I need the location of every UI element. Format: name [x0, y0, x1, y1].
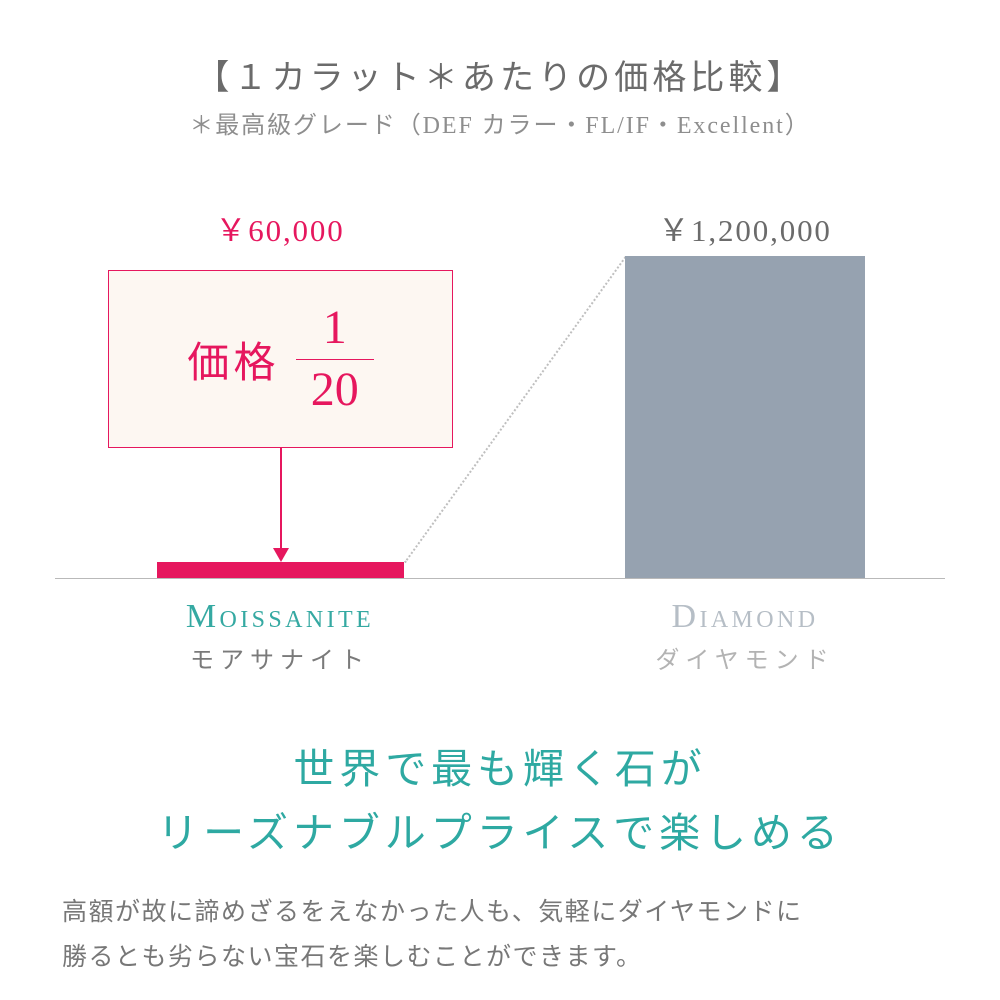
infographic-root: 【１カラット＊あたりの価格比較】 ＊最高級グレード（DEF カラー・FL/IF・…: [0, 0, 1000, 1000]
ratio-numerator: 1: [323, 302, 347, 355]
body-line1: 高額が故に諦めざるをえなかった人も、気軽にダイヤモンドに: [62, 899, 803, 926]
ratio-fraction-bar: [296, 359, 374, 360]
page-title: 【１カラット＊あたりの価格比較】: [0, 50, 1000, 99]
tagline: 世界で最も輝く石が リーズナブルプライスで楽しめる: [0, 738, 1000, 865]
diamond-bar: [625, 256, 865, 578]
moissanite-bar: [157, 562, 404, 578]
moissanite-price-label: ￥60,000: [130, 205, 430, 250]
ratio-fraction: 1 20: [296, 302, 374, 417]
ratio-denominator: 20: [311, 364, 359, 417]
tagline-line1: 世界で最も輝く石が: [293, 746, 706, 792]
price-ratio-box: 価格 1 20: [108, 270, 453, 448]
diamond-label-en: Diamond: [545, 598, 945, 636]
chart-baseline: [55, 578, 945, 579]
moissanite-label-jp: モアサナイト: [80, 640, 480, 675]
arrow-line: [280, 448, 282, 550]
diamond-label-jp: ダイヤモンド: [545, 640, 945, 675]
body-line2: 勝るとも劣らない宝石を楽しむことができます。: [62, 944, 643, 971]
moissanite-label-en: Moissanite: [80, 598, 480, 636]
body-text: 高額が故に諦めざるをえなかった人も、気軽にダイヤモンドに 勝るとも劣らない宝石を…: [62, 890, 942, 980]
diamond-price-label: ￥1,200,000: [595, 205, 895, 250]
ratio-label: 価格: [187, 329, 279, 390]
arrow-down-icon: [273, 548, 289, 562]
page-subtitle: ＊最高級グレード（DEF カラー・FL/IF・Excellent）: [0, 105, 1000, 140]
tagline-line2: リーズナブルプライスで楽しめる: [157, 810, 843, 856]
